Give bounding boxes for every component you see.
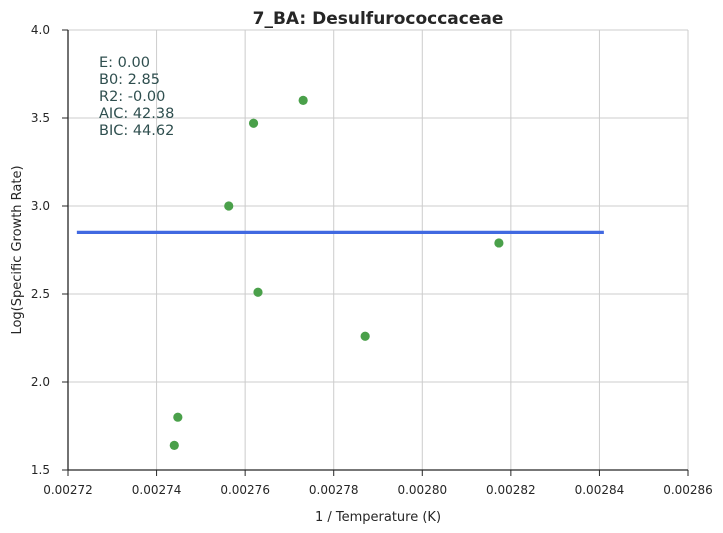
annotation-b0: B0: 2.85 [99, 72, 160, 88]
x-tick-label: 0.00274 [132, 483, 182, 497]
data-point [169, 440, 179, 450]
data-point [224, 201, 234, 211]
x-tick-label: 0.00280 [397, 483, 447, 497]
x-tick-label: 0.00284 [575, 483, 625, 497]
x-axis-label: 1 / Temperature (K) [315, 510, 441, 525]
x-tick-label: 0.00276 [220, 483, 270, 497]
annotation-bic: BIC: 44.62 [99, 123, 174, 139]
y-tick-label: 3.5 [31, 111, 50, 125]
x-tick-label: 0.00286 [663, 483, 713, 497]
stats-annotation: E: 0.00 B0: 2.85 R2: -0.00 AIC: 42.38 BI… [99, 55, 174, 139]
annotation-e: E: 0.00 [99, 55, 150, 71]
y-tick-labels: 1.5 2.0 2.5 3.0 3.5 4.0 [31, 23, 50, 477]
x-tick-label: 0.00278 [309, 483, 359, 497]
y-tick-label: 2.5 [31, 287, 50, 301]
data-point [173, 412, 183, 422]
x-tick-label: 0.00272 [43, 483, 93, 497]
data-point [248, 118, 259, 128]
y-axis-label: Log(Specific Growth Rate) [10, 165, 25, 334]
y-tick-label: 1.5 [31, 463, 50, 477]
y-tick-label: 2.0 [31, 375, 50, 389]
x-tick-labels: 0.00272 0.00274 0.00276 0.00278 0.00280 0.002… [43, 483, 713, 497]
data-point [253, 287, 263, 297]
annotation-aic: AIC: 42.38 [99, 106, 174, 122]
y-tick-label: 4.0 [31, 23, 50, 37]
data-point [360, 331, 370, 341]
data-points [169, 95, 504, 450]
axes [62, 29, 689, 476]
chart-title: 7_BA: Desulfurococcaceae [253, 9, 504, 29]
y-tick-label: 3.0 [31, 199, 50, 213]
x-tick-label: 0.00282 [486, 483, 536, 497]
data-point [298, 95, 308, 105]
annotation-r2: R2: -0.00 [99, 89, 165, 105]
data-point [494, 238, 504, 248]
